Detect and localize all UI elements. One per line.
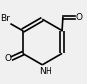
Text: N: N bbox=[39, 67, 46, 76]
Text: H: H bbox=[45, 67, 51, 76]
Text: Br: Br bbox=[0, 14, 10, 23]
Text: O: O bbox=[4, 54, 11, 63]
Text: O: O bbox=[76, 13, 83, 22]
